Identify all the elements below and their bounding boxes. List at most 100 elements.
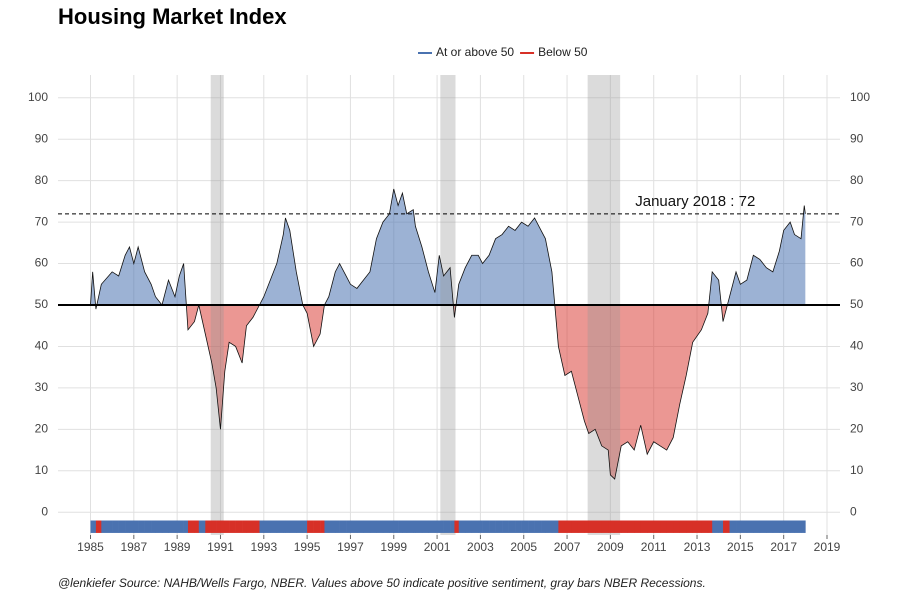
strip-segment — [125, 520, 130, 533]
y2-tick-label: 80 — [850, 173, 864, 187]
x-tick-label: 1997 — [337, 540, 364, 554]
strip-segment — [246, 520, 254, 533]
strip-segment — [179, 520, 184, 533]
y-tick-label: 20 — [35, 421, 49, 435]
y2-tick-label: 40 — [850, 339, 864, 353]
strip-segment — [198, 520, 206, 533]
y-tick-label: 80 — [35, 173, 49, 187]
strip-segment — [608, 520, 611, 533]
y-tick-label: 0 — [41, 504, 48, 518]
strip-segment — [194, 520, 200, 533]
x-tick-label: 2017 — [770, 540, 797, 554]
strip-segment — [495, 520, 503, 533]
x-tick-label: 2003 — [467, 540, 494, 554]
strip-segment — [259, 520, 265, 533]
strip-segment — [92, 520, 97, 533]
strip-segment — [339, 520, 347, 533]
strip-segment — [712, 520, 719, 533]
strip-segment — [138, 520, 145, 533]
strip-segment — [428, 520, 436, 533]
strip-segment — [740, 520, 748, 533]
x-tick-label: 2011 — [641, 540, 667, 554]
strip-segment — [335, 520, 340, 533]
strip-segment — [211, 520, 217, 533]
strip-segment — [458, 520, 466, 533]
x-tick-label: 2005 — [510, 540, 537, 554]
strip-segment — [450, 520, 455, 533]
strip-segment — [489, 520, 496, 533]
y2-tick-label: 60 — [850, 256, 864, 270]
area-above — [90, 188, 806, 305]
strip-segment — [276, 520, 284, 533]
strip-segment — [686, 520, 693, 533]
strip-segment — [736, 520, 741, 533]
strip-segment — [220, 520, 226, 533]
x-tick-label: 2009 — [597, 540, 624, 554]
strip-segment — [90, 520, 93, 533]
strip-segment — [502, 520, 509, 533]
strip-segment — [296, 520, 304, 533]
y-tick-label: 60 — [35, 256, 49, 270]
strip-segment — [270, 520, 278, 533]
strip-segment — [402, 520, 408, 533]
strip-segment — [161, 520, 169, 533]
strip-segment — [363, 520, 371, 533]
y2-tick-label: 20 — [850, 421, 864, 435]
y2-tick-label: 0 — [850, 504, 857, 518]
strip-segment — [482, 520, 490, 533]
y2-tick-label: 10 — [850, 463, 864, 477]
strip-segment — [679, 520, 687, 533]
strip-segment — [753, 520, 761, 533]
x-tick-label: 2013 — [684, 540, 711, 554]
strip-segment — [95, 520, 102, 533]
x-tick-label: 1989 — [164, 540, 191, 554]
strip-segment — [313, 520, 321, 533]
strip-segment — [393, 520, 399, 533]
strip-segment — [692, 520, 702, 533]
strip-segment — [328, 520, 336, 533]
strip-segment — [614, 520, 622, 533]
strip-segment — [801, 520, 805, 533]
strip-segment — [168, 520, 176, 533]
x-tick-label: 2015 — [727, 540, 754, 554]
y2-tick-label: 70 — [850, 214, 864, 228]
strip-segment — [783, 520, 791, 533]
strip-segment — [443, 520, 451, 533]
strip-segment — [528, 520, 535, 533]
strip-segment — [478, 520, 483, 533]
strip-segment — [707, 520, 713, 533]
footnote: @lenkiefer Source: NAHB/Wells Fargo, NBE… — [58, 576, 706, 590]
y-tick-label: 100 — [28, 90, 48, 104]
strip-segment — [224, 520, 230, 533]
strip-segment — [356, 520, 364, 533]
strip-segment — [235, 520, 243, 533]
strip-segment — [434, 520, 440, 533]
strip-segment — [558, 520, 566, 533]
strip-segment — [118, 520, 126, 533]
strip-segment — [804, 520, 806, 533]
annotation: January 2018 : 72 — [635, 193, 755, 210]
strip-segment — [746, 520, 754, 533]
strip-segment — [779, 520, 784, 533]
strip-segment — [772, 520, 780, 533]
y-tick-label: 70 — [35, 214, 49, 228]
strip-segment — [508, 520, 516, 533]
strip-segment — [350, 520, 358, 533]
x-tick-label: 2019 — [814, 540, 841, 554]
strip-segment — [421, 520, 429, 533]
chart-title: Housing Market Index — [58, 4, 287, 29]
strip-segment — [183, 520, 189, 533]
strip-segment — [465, 520, 473, 533]
strip-segment — [627, 520, 635, 533]
x-tick-label: 1985 — [77, 540, 104, 554]
strip-segment — [545, 520, 553, 533]
x-tick-label: 1995 — [294, 540, 321, 554]
strip-segment — [285, 520, 291, 533]
strip-segment — [398, 520, 403, 533]
x-tick-label: 1999 — [380, 540, 407, 554]
strip-segment — [101, 520, 113, 533]
strip-segment — [794, 520, 802, 533]
strip-segment — [666, 520, 674, 533]
strip-segment — [439, 520, 444, 533]
strip-segment — [129, 520, 135, 533]
